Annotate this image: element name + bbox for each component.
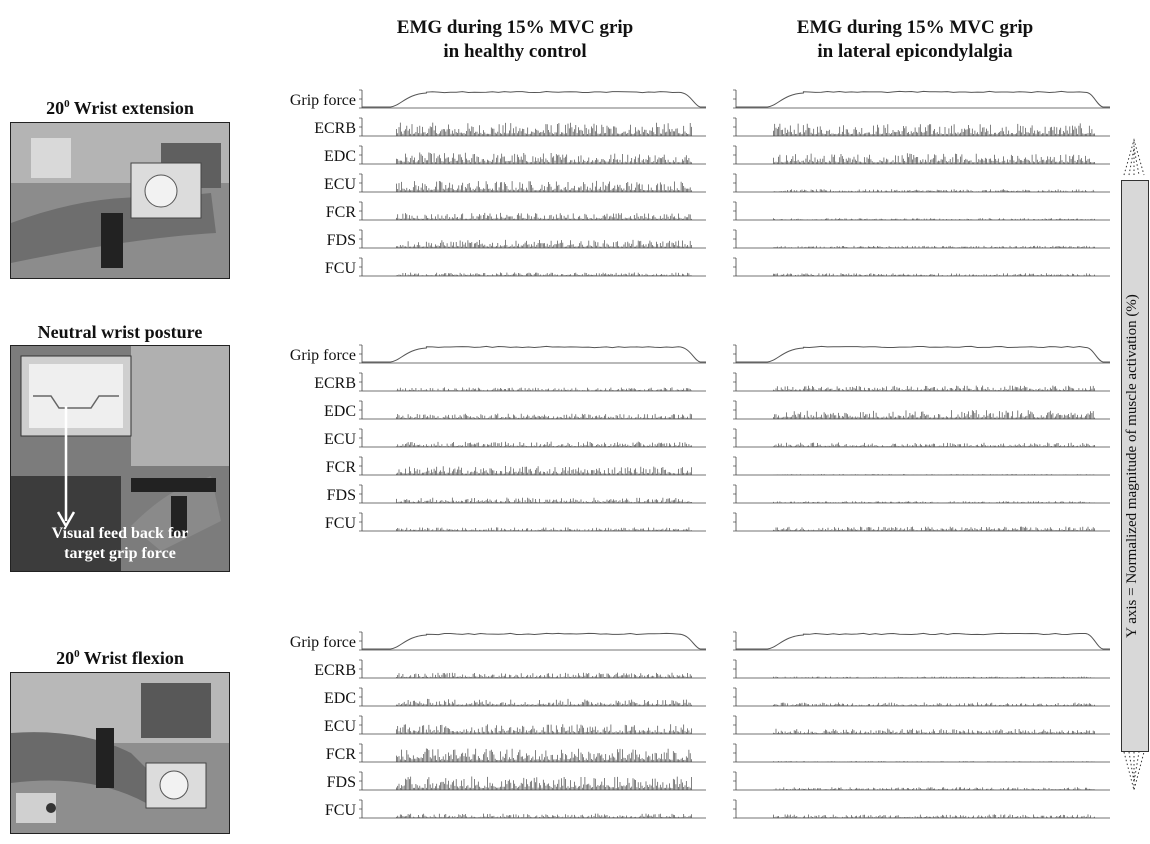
trace-extension-healthy-fcr: [359, 201, 706, 221]
column-title-healthy: EMG during 15% MVC grip in healthy contr…: [396, 17, 634, 62]
trace-neutral-healthy-ecu: [359, 428, 706, 448]
trace-extension-healthy-fcu: [359, 257, 706, 277]
trace-extension-le-ecrb: [733, 117, 1110, 137]
trace-flexion-healthy-ecu: [359, 715, 706, 735]
trace-neutral-le-ecu: [733, 428, 1110, 448]
signal-label-grip-force: Grip force: [289, 634, 356, 651]
signal-label-edc: EDC: [324, 690, 356, 707]
trace-extension-le-fds: [733, 229, 1110, 249]
signal-label-edc: EDC: [324, 403, 356, 420]
signal-label-fds: FDS: [326, 774, 356, 791]
trace-extension-healthy-edc: [359, 145, 706, 165]
trace-extension-le-edc: [733, 145, 1110, 165]
trace-extension-healthy-grip-force: [359, 89, 706, 109]
trace-extension-healthy-ecu: [359, 173, 706, 193]
trace-flexion-healthy-edc: [359, 687, 706, 707]
trace-flexion-healthy-grip-force: [359, 631, 706, 651]
photo-wrist-extension: [10, 122, 230, 279]
trace-extension-healthy-ecrb: [359, 117, 706, 137]
signal-label-ecu: ECU: [324, 431, 356, 448]
signal-label-ecrb: ECRB: [314, 662, 356, 679]
photo-flexion-art: [11, 673, 229, 833]
trace-flexion-le-ecu: [733, 715, 1110, 735]
signal-label-fcu: FCU: [324, 515, 356, 532]
trace-neutral-le-fcr: [733, 456, 1110, 476]
signal-label-fcu: FCU: [324, 260, 356, 277]
trace-flexion-le-grip-force: [733, 631, 1110, 651]
signal-label-ecrb: ECRB: [314, 375, 356, 392]
photo-wrist-flexion: [10, 672, 230, 834]
trace-extension-healthy-fds: [359, 229, 706, 249]
photo-extension-art: [11, 123, 229, 278]
signal-label-fcr: FCR: [325, 204, 356, 221]
signal-label-grip-force: Grip force: [289, 347, 356, 364]
trace-flexion-le-fcr: [733, 743, 1110, 763]
condition-label-neutral: Neutral wrist posture: [37, 322, 203, 342]
signal-label-fds: FDS: [326, 232, 356, 249]
signal-label-ecrb: ECRB: [314, 120, 356, 137]
trace-flexion-le-fcu: [733, 799, 1110, 819]
trace-neutral-le-edc: [733, 400, 1110, 420]
photo-caption: Visual feed back for target grip force: [51, 525, 189, 562]
trace-flexion-le-fds: [733, 771, 1110, 791]
signal-label-fcr: FCR: [325, 746, 356, 763]
signal-label-edc: EDC: [324, 148, 356, 165]
y-axis-label: Y axis = Normalized magnitude of muscle …: [1124, 294, 1140, 638]
signal-label-grip-force: Grip force: [289, 92, 356, 109]
trace-neutral-healthy-grip-force: [359, 344, 706, 364]
signal-label-ecu: ECU: [324, 176, 356, 193]
signal-label-fds: FDS: [326, 487, 356, 504]
signal-label-fcr: FCR: [325, 459, 356, 476]
photo-neutral-posture: Visual feed back for target grip force: [10, 345, 230, 572]
trace-flexion-healthy-ecrb: [359, 659, 706, 679]
trace-flexion-healthy-fcu: [359, 799, 706, 819]
trace-flexion-le-edc: [733, 687, 1110, 707]
trace-flexion-healthy-fcr: [359, 743, 706, 763]
signal-label-ecu: ECU: [324, 718, 356, 735]
condition-label-extension: 200 Wrist extension: [46, 98, 194, 118]
trace-flexion-le-ecrb: [733, 659, 1110, 679]
trace-neutral-healthy-fds: [359, 484, 706, 504]
trace-extension-le-ecu: [733, 173, 1110, 193]
trace-extension-le-fcr: [733, 201, 1110, 221]
trace-neutral-healthy-fcr: [359, 456, 706, 476]
trace-neutral-le-ecrb: [733, 372, 1110, 392]
trace-neutral-le-fcu: [733, 512, 1110, 532]
trace-neutral-healthy-ecrb: [359, 372, 706, 392]
trace-neutral-le-fds: [733, 484, 1110, 504]
trace-neutral-healthy-edc: [359, 400, 706, 420]
trace-flexion-healthy-fds: [359, 771, 706, 791]
column-title-epicondylalgia: EMG during 15% MVC grip in lateral epico…: [796, 17, 1034, 62]
trace-neutral-healthy-fcu: [359, 512, 706, 532]
trace-extension-le-fcu: [733, 257, 1110, 277]
trace-extension-le-grip-force: [733, 89, 1110, 109]
photo-neutral-art: [11, 346, 229, 571]
y-axis-label-box: [1121, 180, 1149, 752]
trace-neutral-le-grip-force: [733, 344, 1110, 364]
condition-label-flexion: 200 Wrist flexion: [56, 648, 184, 668]
signal-label-fcu: FCU: [324, 802, 356, 819]
